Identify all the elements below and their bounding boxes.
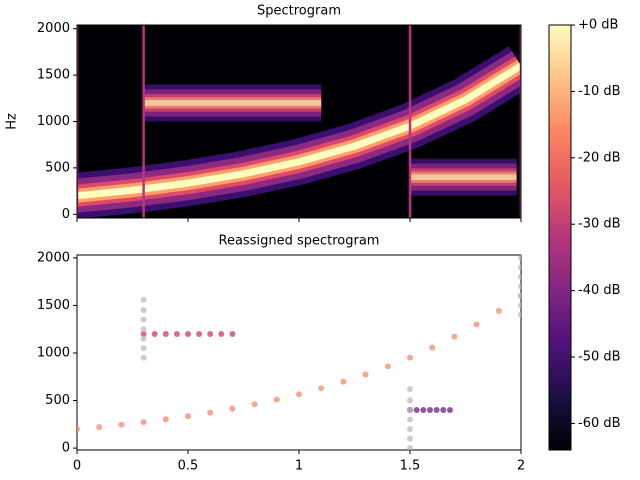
- plot-area: [77, 255, 521, 450]
- y-tick-label: 500: [45, 393, 70, 408]
- colorbar: [548, 24, 572, 451]
- y-tick-label: 2000: [37, 21, 70, 36]
- y-tick-label: 1000: [37, 345, 70, 360]
- colorbar-tick-label: -20 dB: [578, 150, 621, 165]
- scatter-point: [407, 416, 413, 423]
- scatter-point: [318, 385, 325, 392]
- scatter-point: [229, 330, 236, 337]
- scatter-point: [407, 386, 413, 393]
- scatter-point: [96, 424, 103, 431]
- scatter-point: [407, 435, 413, 442]
- scatter-point: [151, 330, 158, 337]
- colorbar-tick-label: -30 dB: [578, 217, 621, 232]
- colorbar-tick-label: -60 dB: [578, 416, 621, 431]
- x-tick-label: 1.5: [400, 459, 421, 474]
- scatter-point: [495, 307, 502, 314]
- y-tick-label: 0: [62, 441, 70, 456]
- scatter-point: [407, 426, 413, 433]
- axes-title: Spectrogram: [257, 4, 341, 19]
- scatter-point: [140, 330, 147, 337]
- scatter-point: [407, 407, 413, 414]
- scatter-point: [77, 426, 80, 433]
- scatter-point: [185, 413, 191, 420]
- plot-area: [77, 25, 521, 218]
- scatter-point: [140, 419, 147, 426]
- x-tick-label: 2: [517, 459, 525, 474]
- colorbar-tick-label: +0 dB: [578, 18, 618, 33]
- scatter-point: [118, 421, 125, 428]
- axes-frame: [76, 24, 522, 219]
- scatter-point: [185, 330, 191, 337]
- scatter-point: [384, 363, 391, 370]
- scatter-point: [207, 409, 214, 416]
- scatter-point: [140, 326, 147, 333]
- scatter-point: [420, 407, 427, 414]
- x-tick-label: 1: [295, 459, 303, 474]
- scatter-point: [251, 401, 258, 408]
- scatter-point: [140, 345, 147, 352]
- scatter-point: [196, 330, 203, 337]
- scatter-point: [407, 397, 413, 404]
- scatter-point: [173, 330, 180, 337]
- scatter-point: [451, 333, 458, 340]
- y-tick-label: 0: [62, 207, 70, 222]
- y-tick-label: 1500: [37, 68, 70, 83]
- scatter-point: [162, 330, 169, 337]
- scatter-point: [273, 396, 280, 403]
- spectral-ridge: [77, 62, 521, 200]
- scatter-point: [518, 255, 521, 261]
- scatter-point: [140, 354, 147, 361]
- axes-frame: [76, 254, 522, 451]
- scatter-point: [340, 378, 347, 385]
- scatter-point: [407, 445, 413, 450]
- scatter-point: [413, 407, 420, 414]
- scatter-point: [229, 405, 236, 412]
- colorbar-tick-label: -50 dB: [578, 350, 621, 365]
- scatter-point: [362, 371, 369, 378]
- scatter-point: [446, 407, 453, 414]
- y-tick-label: 1500: [37, 298, 70, 313]
- scatter-point: [518, 302, 521, 309]
- scatter-point: [140, 296, 147, 303]
- scatter-point: [140, 316, 147, 323]
- scatter-point: [518, 264, 521, 271]
- scatter-point: [440, 407, 447, 414]
- scatter-point: [162, 416, 169, 423]
- scatter-point: [218, 330, 225, 337]
- y-tick-label: 2000: [37, 250, 70, 265]
- scatter-point: [140, 335, 147, 342]
- scatter-point: [407, 354, 413, 361]
- y-axis-label: Hz: [5, 113, 20, 130]
- y-tick-label: 500: [45, 160, 70, 175]
- axes-title: Reassigned spectrogram: [219, 234, 380, 249]
- scatter-point: [426, 407, 433, 414]
- scatter-point: [429, 344, 436, 351]
- scatter-point: [433, 407, 440, 414]
- scatter-point: [140, 307, 147, 314]
- colorbar-tick-label: -10 dB: [578, 84, 621, 99]
- scatter-point: [518, 273, 521, 280]
- x-tick-label: 0.5: [178, 459, 199, 474]
- scatter-point: [207, 330, 214, 337]
- colorbar-tick-label: -40 dB: [578, 283, 621, 298]
- scatter-point: [296, 391, 302, 398]
- scatter-point: [518, 292, 521, 299]
- y-tick-label: 1000: [37, 114, 70, 129]
- scatter-point: [518, 283, 521, 290]
- scatter-point: [473, 321, 480, 328]
- scatter-point: [518, 311, 521, 318]
- x-tick-label: 0: [73, 459, 81, 474]
